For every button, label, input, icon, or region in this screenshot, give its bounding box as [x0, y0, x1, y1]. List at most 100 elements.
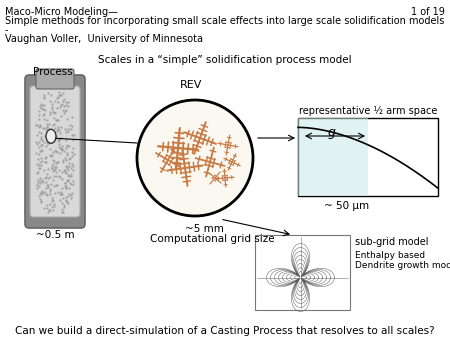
Point	[58, 148, 66, 153]
Point	[33, 122, 40, 127]
Point	[50, 203, 58, 209]
Point	[51, 116, 58, 121]
Point	[49, 109, 56, 115]
Point	[50, 158, 57, 163]
Point	[65, 164, 72, 169]
Point	[55, 145, 62, 150]
Point	[41, 95, 48, 100]
Point	[52, 182, 59, 187]
Point	[50, 122, 58, 127]
Point	[47, 192, 54, 197]
Point	[59, 91, 67, 96]
Point	[63, 185, 70, 191]
Point	[44, 206, 51, 211]
Point	[63, 152, 70, 158]
Point	[42, 160, 49, 165]
Point	[67, 155, 74, 161]
Point	[36, 103, 43, 109]
Point	[43, 124, 50, 129]
Point	[58, 146, 65, 151]
Point	[37, 155, 45, 161]
Point	[53, 173, 60, 178]
Point	[50, 198, 57, 203]
Point	[51, 125, 59, 130]
Point	[64, 173, 71, 178]
Point	[52, 148, 59, 153]
Point	[54, 149, 61, 155]
Point	[39, 180, 46, 185]
Point	[54, 126, 62, 132]
Point	[63, 137, 70, 142]
Point	[65, 160, 72, 166]
Point	[63, 129, 70, 135]
Point	[36, 148, 44, 153]
Point	[66, 173, 73, 178]
Point	[57, 92, 64, 97]
Point	[69, 138, 76, 143]
Point	[63, 163, 70, 168]
Point	[35, 183, 42, 189]
Point	[53, 148, 60, 154]
Point	[63, 170, 70, 176]
Point	[61, 126, 68, 131]
Point	[35, 157, 42, 162]
Point	[47, 188, 54, 194]
Point	[63, 158, 70, 163]
Point	[63, 165, 71, 171]
Point	[55, 136, 63, 141]
Point	[58, 185, 66, 191]
Text: 1 of 19: 1 of 19	[411, 7, 445, 17]
Point	[38, 138, 45, 143]
Point	[41, 160, 49, 165]
Point	[41, 175, 49, 181]
Point	[59, 158, 67, 163]
Point	[44, 141, 51, 146]
Point	[62, 167, 69, 172]
Point	[54, 159, 61, 165]
Point	[68, 149, 76, 155]
Point	[54, 182, 61, 187]
Point	[45, 141, 52, 146]
Point	[66, 122, 73, 127]
Point	[46, 152, 54, 157]
Point	[56, 89, 63, 95]
Point	[66, 180, 73, 186]
Point	[33, 141, 40, 147]
Point	[70, 151, 77, 157]
Point	[63, 195, 70, 200]
Point	[52, 164, 59, 169]
FancyBboxPatch shape	[25, 75, 85, 228]
Point	[36, 159, 44, 165]
Point	[40, 190, 47, 196]
Point	[37, 130, 45, 136]
Point	[50, 161, 57, 166]
Point	[37, 136, 44, 142]
Point	[46, 175, 54, 180]
Point	[44, 182, 51, 188]
Point	[35, 139, 42, 145]
Point	[47, 112, 54, 117]
Text: Can we build a direct-simulation of a Casting Process that resolves to all scale: Can we build a direct-simulation of a Ca…	[15, 326, 435, 336]
Point	[55, 142, 63, 147]
Point	[58, 146, 65, 151]
Point	[36, 129, 43, 135]
Bar	[298, 118, 438, 196]
Point	[50, 167, 58, 172]
Point	[58, 191, 65, 196]
Point	[33, 132, 40, 138]
Point	[46, 146, 54, 152]
Point	[69, 154, 76, 159]
Point	[42, 190, 49, 195]
Point	[41, 155, 48, 161]
Point	[64, 178, 71, 184]
Point	[50, 110, 57, 115]
Point	[54, 129, 61, 134]
Point	[53, 170, 60, 175]
Point	[42, 144, 50, 149]
Point	[36, 124, 44, 129]
Point	[57, 102, 64, 108]
Point	[43, 191, 50, 197]
Point	[37, 105, 45, 111]
Point	[44, 171, 51, 177]
Point	[63, 183, 70, 188]
